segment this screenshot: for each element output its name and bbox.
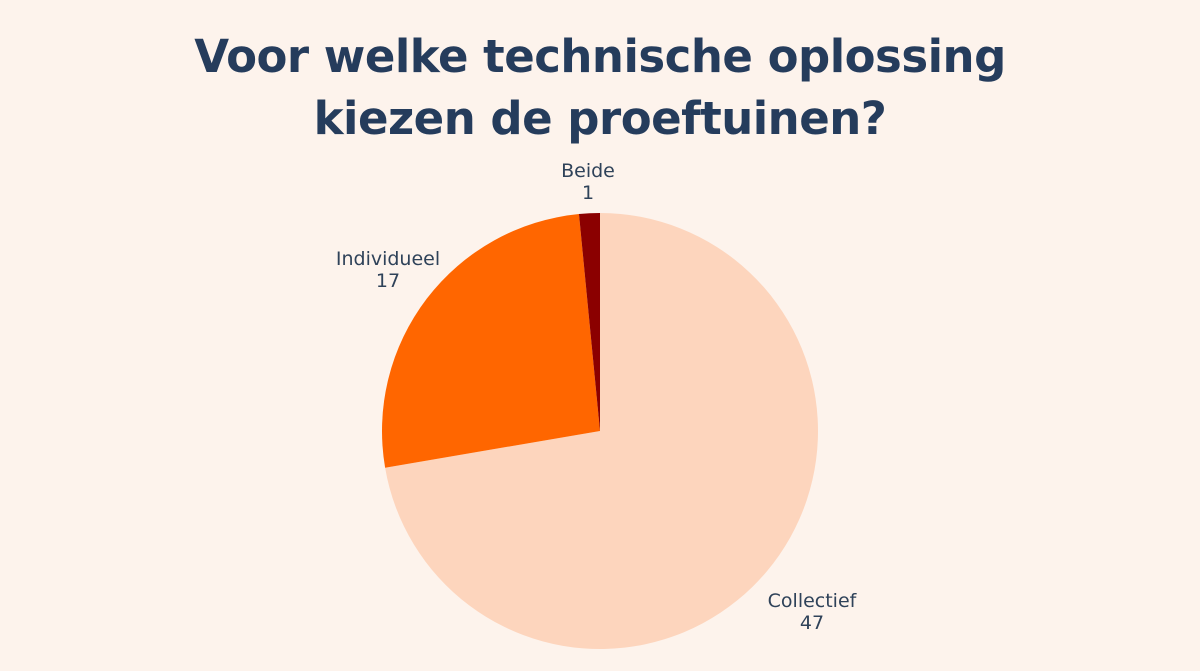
slice-label-value: 47 (799, 612, 825, 634)
slice-label-individueel: Individueel 17 (336, 248, 440, 292)
chart-title-line-2: kiezen de proeftuinen? (313, 92, 887, 145)
slice-label-beide: Beide 1 (561, 160, 615, 204)
chart-title: Voor welke technische oplossing kiezen d… (0, 26, 1200, 150)
chart-title-line-1: Voor welke technische oplossing (194, 30, 1006, 83)
pie-slice-individueel (382, 214, 600, 468)
slice-label-name: Beide (561, 160, 615, 182)
slice-label-name: Individueel (335, 248, 441, 270)
pie-slice-collectief (385, 213, 818, 649)
slice-label-name: Collectief (767, 590, 857, 612)
pie-slices (382, 213, 818, 649)
slice-label-value: 1 (581, 182, 595, 204)
slice-label-collectief: Collectief 47 (768, 590, 857, 634)
pie-slice-beide (578, 213, 600, 431)
slice-label-value: 17 (375, 270, 401, 292)
